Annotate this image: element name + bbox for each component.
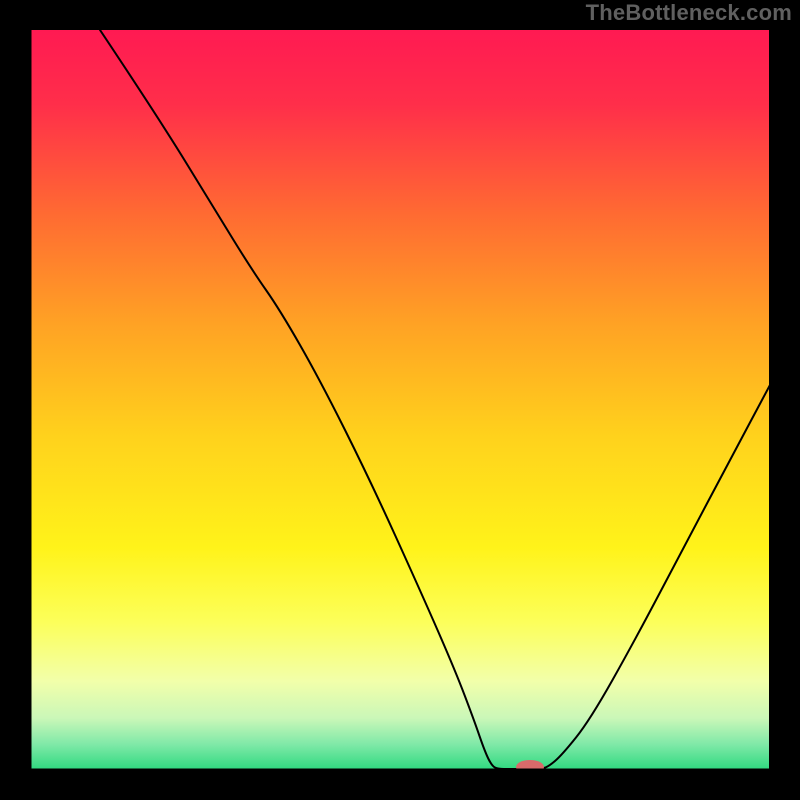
optimum-marker bbox=[516, 760, 544, 774]
chart-container: { "watermark": "TheBottleneck.com", "cha… bbox=[0, 0, 800, 800]
watermark-text: TheBottleneck.com bbox=[586, 0, 792, 26]
bottleneck-curve-chart bbox=[0, 0, 800, 800]
gradient-background bbox=[30, 30, 770, 770]
